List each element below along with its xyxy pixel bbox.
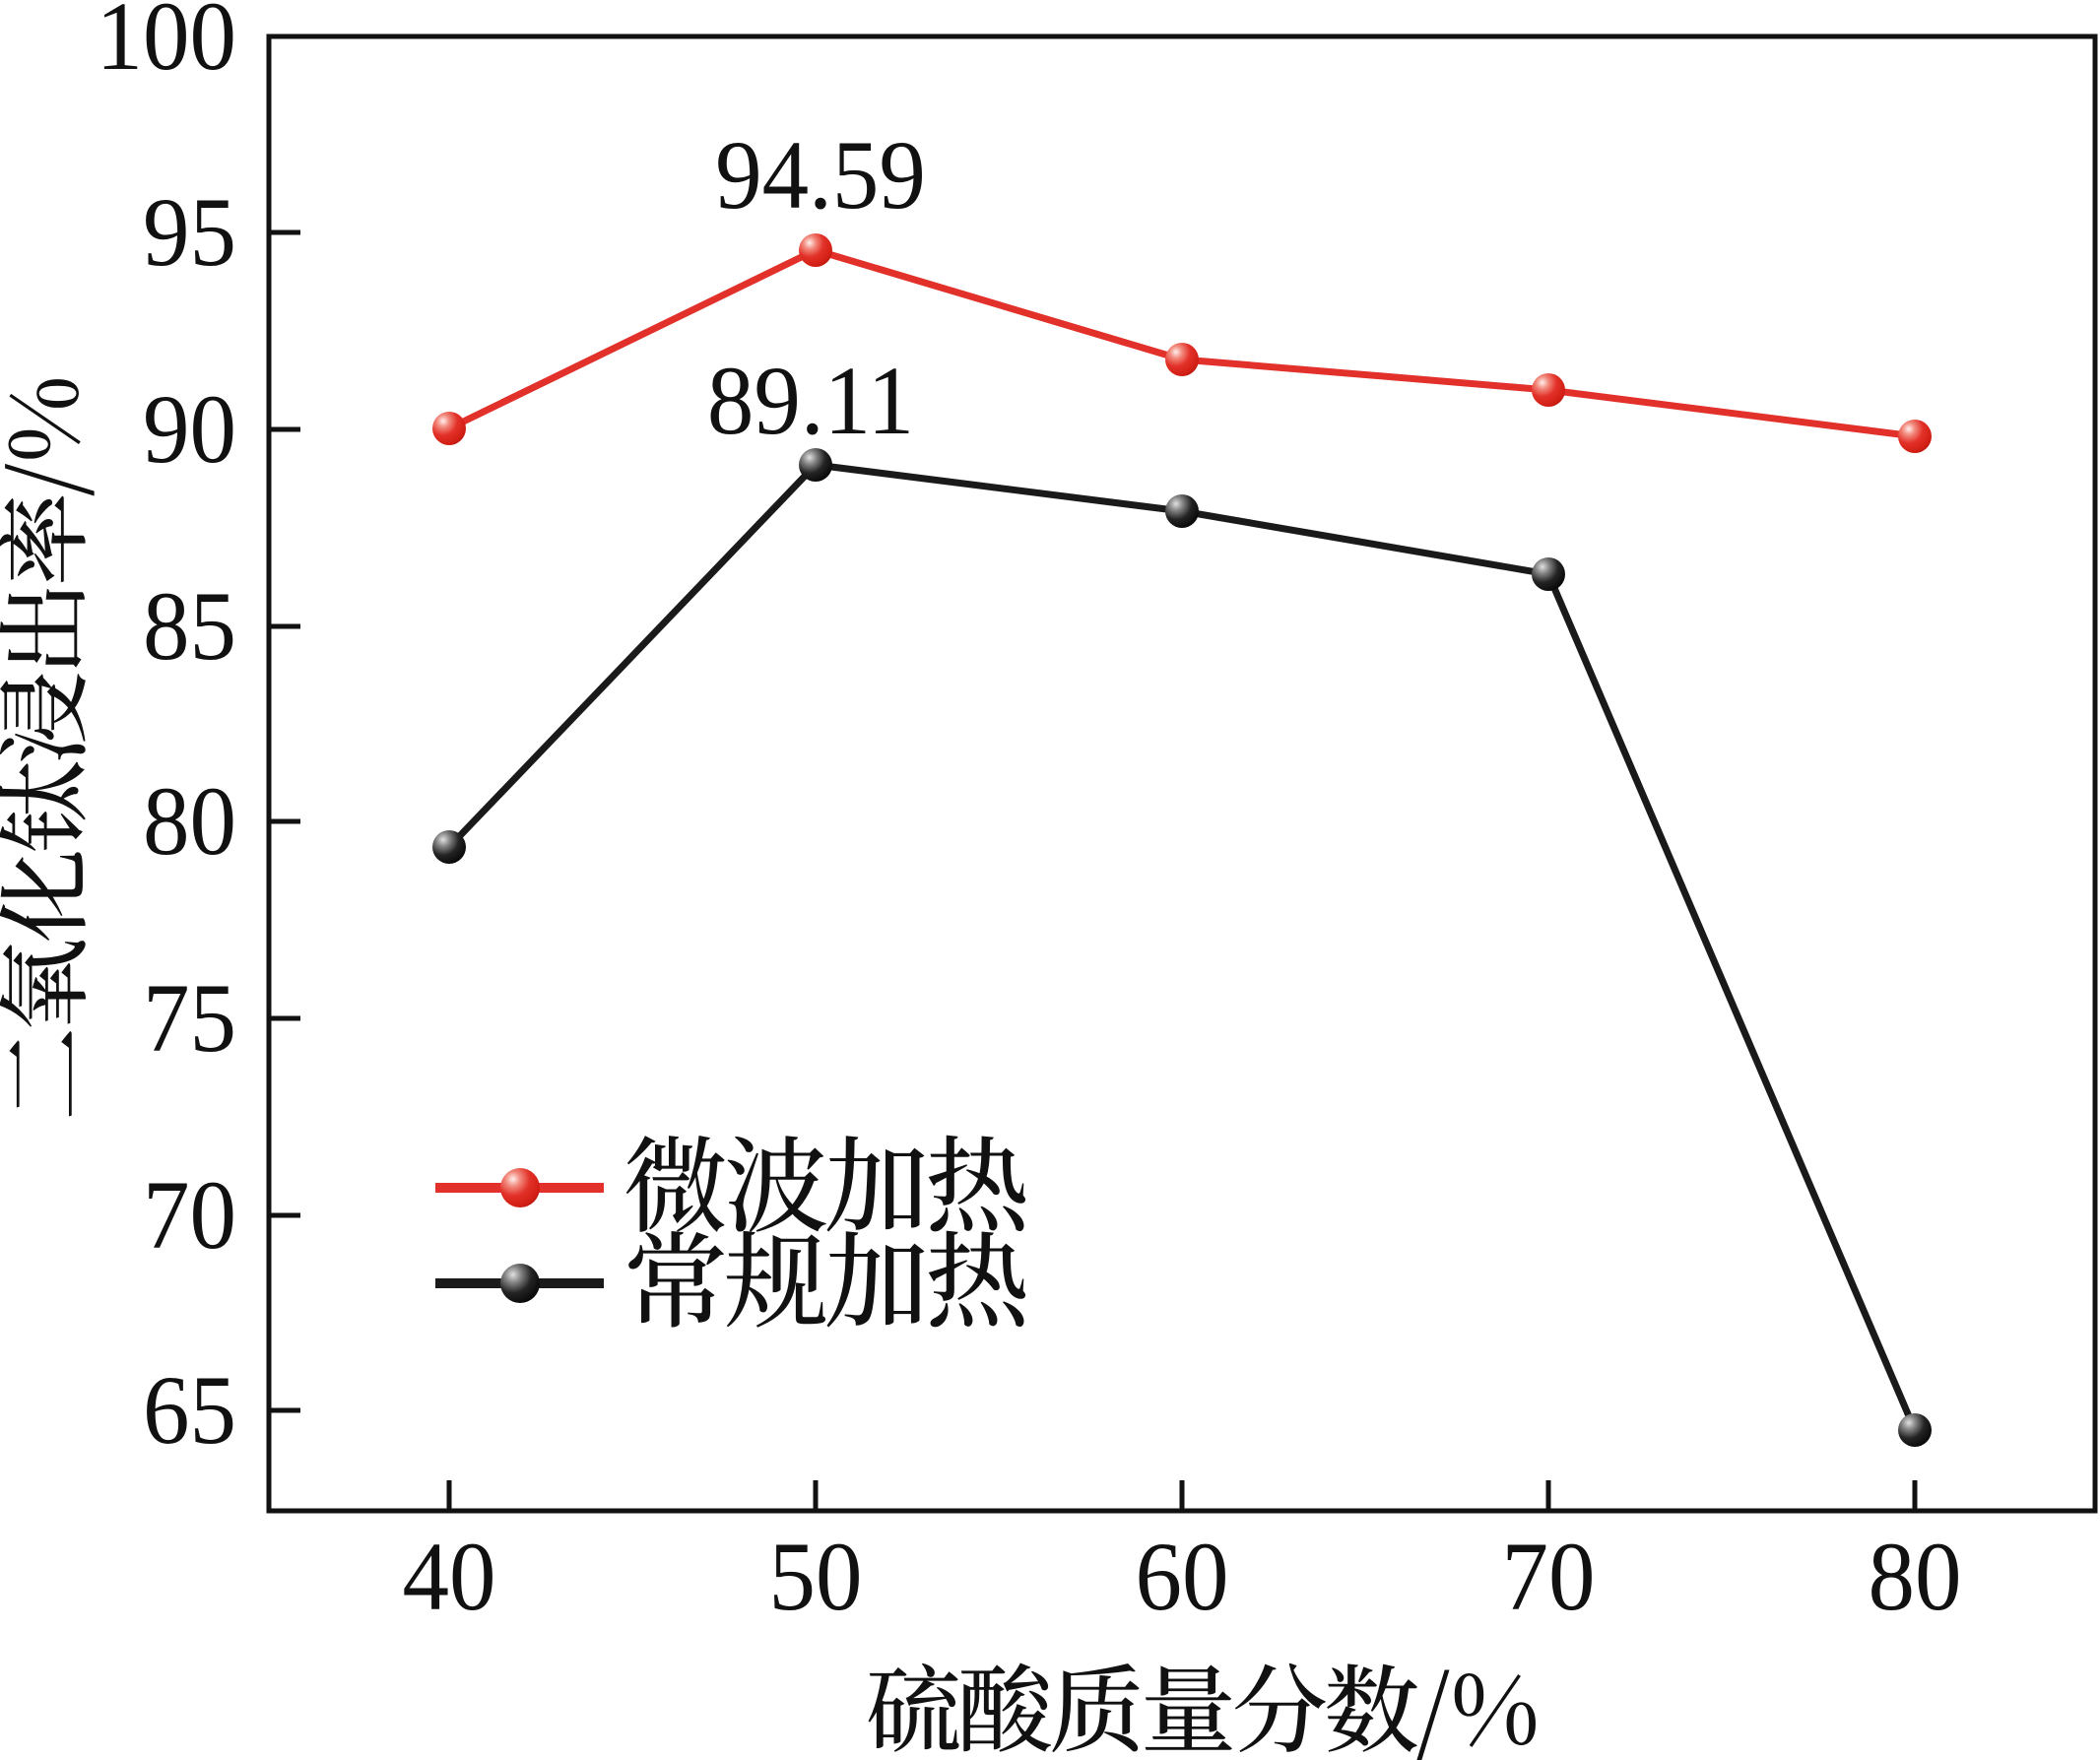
svg-text:95: 95 (143, 178, 236, 288)
svg-text:65: 65 (143, 1356, 236, 1466)
svg-text:94.59: 94.59 (715, 121, 926, 230)
svg-text:89.11: 89.11 (707, 347, 914, 456)
svg-text:50: 50 (769, 1523, 863, 1632)
svg-text:70: 70 (1502, 1523, 1596, 1632)
svg-text:80: 80 (143, 767, 236, 877)
svg-text:90: 90 (143, 375, 236, 485)
svg-text:75: 75 (143, 964, 236, 1074)
svg-text:85: 85 (143, 572, 236, 682)
svg-text:100: 100 (97, 0, 236, 92)
svg-text:60: 60 (1136, 1523, 1229, 1632)
svg-text:80: 80 (1869, 1523, 1962, 1632)
svg-text:70: 70 (143, 1161, 236, 1271)
svg-text:40: 40 (403, 1523, 496, 1632)
